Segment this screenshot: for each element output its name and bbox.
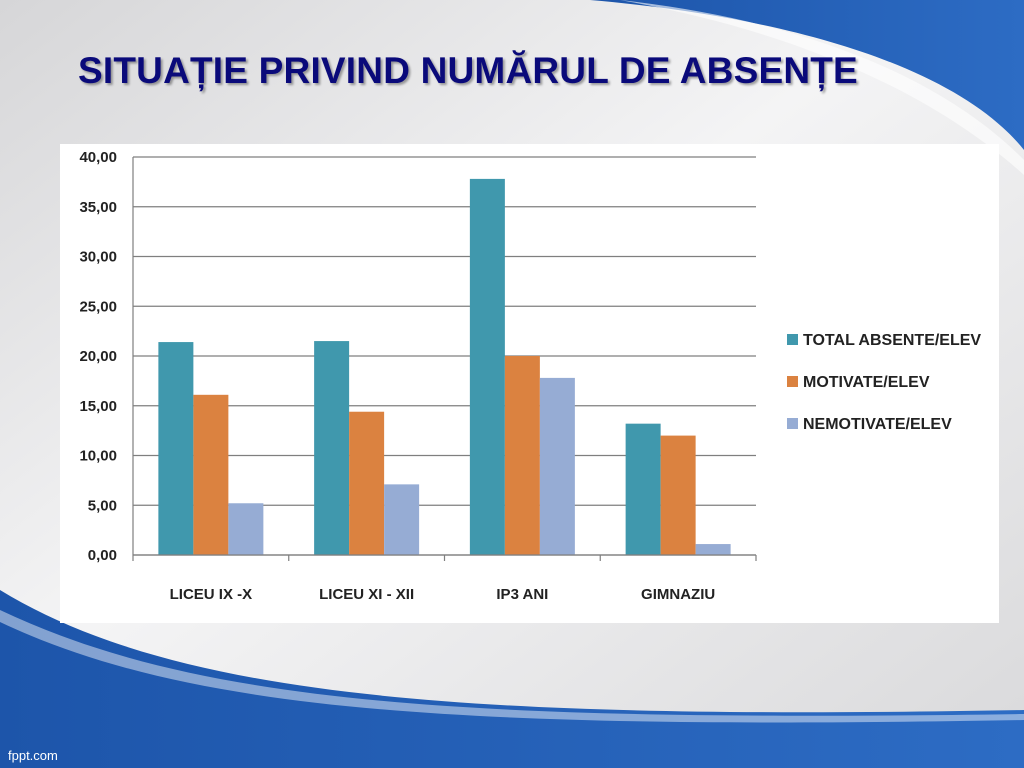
bar (349, 411, 385, 555)
bar (625, 423, 661, 555)
bar (193, 394, 229, 555)
y-tick-label: 35,00 (79, 199, 117, 216)
bar-chart: 0,00 5,00 10,00 15,00 20,00 25,00 30,00 35,00 40… (79, 149, 981, 603)
bar (504, 356, 540, 555)
y-tick-label: 25,00 (79, 298, 117, 315)
legend-label: NEMOTIVATE/ELEV (803, 416, 952, 433)
legend-swatch (787, 418, 798, 429)
bar (469, 178, 505, 555)
x-category-label: LICEU XI - XII (319, 586, 414, 603)
bottom-wave-highlight (0, 610, 1024, 723)
y-tick-label: 15,00 (79, 398, 117, 415)
footer-brand: fppt.com (8, 748, 58, 763)
y-tick-label: 20,00 (79, 348, 117, 365)
x-category-label: GIMNAZIU (641, 586, 715, 603)
y-tick-label: 30,00 (79, 249, 117, 266)
x-category-label: LICEU IX -X (170, 586, 253, 603)
legend-swatch (787, 334, 798, 345)
bar (695, 544, 731, 555)
legend-label: TOTAL ABSENTE/ELEV (803, 332, 981, 349)
bar (228, 503, 264, 555)
top-right-swoosh (590, 0, 1024, 150)
x-category-label: IP3 ANI (496, 586, 548, 603)
bar (314, 341, 350, 555)
bar (660, 435, 696, 555)
y-tick-label: 10,00 (79, 448, 117, 465)
slide-title: SITUAȚIE PRIVIND NUMĂRUL DE ABSENȚE (78, 50, 858, 91)
chart-container: 0,00 5,00 10,00 15,00 20,00 25,00 30,00 35,00 40… (60, 144, 999, 623)
legend-swatch (787, 376, 798, 387)
legend-label: MOTIVATE/ELEV (803, 374, 930, 391)
bar (158, 342, 194, 555)
bar (384, 484, 420, 555)
y-tick-label: 5,00 (88, 497, 117, 514)
bar (539, 377, 575, 555)
y-tick-label: 40,00 (79, 149, 117, 166)
y-tick-label: 0,00 (88, 547, 117, 564)
bottom-wave (0, 590, 1024, 768)
